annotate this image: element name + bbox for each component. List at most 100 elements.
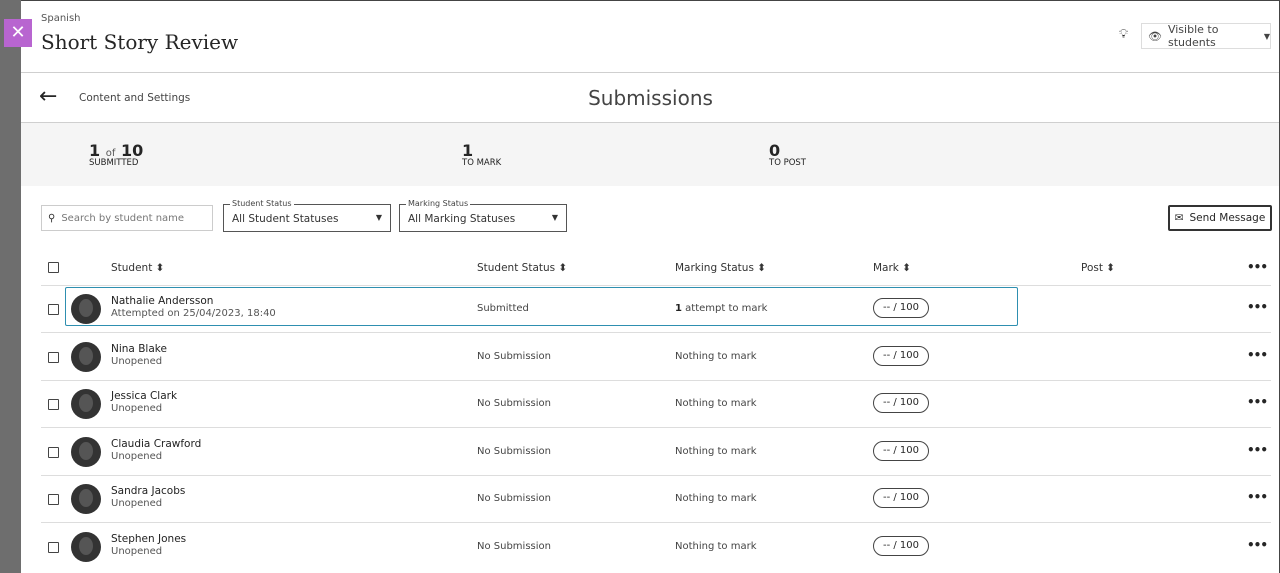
student-name[interactable]: Nathalie Andersson (111, 295, 214, 307)
mark-pill[interactable]: -- / 100 (873, 298, 929, 318)
background-page (0, 0, 21, 573)
student-name[interactable]: Jessica Clark (111, 390, 178, 402)
more-options-icon[interactable]: ••• (1247, 490, 1268, 504)
student-attempt-info: Attempted on 25/04/2023, 18:40 (111, 308, 276, 319)
student-status-select[interactable]: Student Status All Student Statuses ▼ (223, 199, 391, 232)
student-status-label: Student Status (230, 199, 294, 208)
submissions-panel: Spanish Short Story Review 💡︎ 👁︎ Visible… (21, 0, 1280, 573)
visibility-label: Visible to students (1167, 23, 1219, 49)
avatar (71, 294, 101, 324)
more-options-icon[interactable]: ••• (1247, 442, 1268, 457)
eye-icon: 👁︎ (1148, 29, 1162, 43)
marking-status: 1 attempt to mark (675, 303, 768, 314)
marking-status-value: All Marking Statuses (408, 213, 516, 225)
student-name[interactable]: Stephen Jones (111, 532, 187, 545)
back-arrow-icon[interactable]: ← (39, 84, 58, 109)
back-link[interactable]: Content and Settings (79, 92, 191, 104)
student-name[interactable]: Nina Blake (111, 342, 167, 355)
avatar (71, 484, 101, 514)
mark-pill[interactable]: -- / 100 (873, 440, 929, 461)
search-input[interactable]: ⚲ Search by student name (41, 205, 213, 231)
divider (41, 332, 1271, 333)
student-name[interactable]: Sandra Jacobs (111, 485, 186, 497)
stats-bar: 1 of 10 SUBMITTED 1 TO MARK 0 TO POST (21, 123, 1279, 186)
marking-status: Nothing to mark (675, 445, 757, 457)
student-status-value: All Student Statuses (232, 213, 339, 225)
marking-status: Nothing to mark (675, 398, 757, 409)
lightbulb-icon[interactable]: 💡︎ (1119, 27, 1129, 42)
column-mark[interactable]: Mark ⬍ (873, 262, 912, 274)
student-status: Submitted (477, 303, 529, 314)
student-attempt-info: Unopened (111, 403, 163, 414)
column-post[interactable]: Post ⬍ (1081, 262, 1116, 274)
student-attempt-info: Unopened (111, 355, 163, 367)
mark-pill[interactable]: -- / 100 (873, 345, 929, 366)
marking-status: Nothing to mark (675, 350, 757, 362)
marking-status-label: Marking Status (406, 199, 471, 208)
caret-down-icon: ▼ (1263, 31, 1270, 41)
column-marking-status[interactable]: Marking Status ⬍ (675, 262, 767, 274)
student-status: No Submission (477, 493, 551, 504)
stat-to-post: 0 TO POST (769, 141, 806, 168)
divider (41, 474, 1271, 476)
student-status: No Submission (477, 540, 551, 552)
row-checkbox[interactable] (48, 494, 59, 505)
table-row: Claudia Crawford Unopened No Submission … (21, 429, 1280, 476)
more-options-icon[interactable]: ••• (1247, 260, 1268, 274)
divider (41, 427, 1271, 428)
student-attempt-info: Unopened (111, 545, 163, 557)
more-options-icon[interactable]: ••• (1247, 537, 1268, 552)
table-row: Jessica Clark Unopened No Submission Not… (21, 381, 1280, 428)
avatar (71, 341, 101, 372)
student-name[interactable]: Claudia Crawford (111, 437, 202, 450)
row-checkbox[interactable] (48, 446, 59, 458)
mark-pill[interactable]: -- / 100 (873, 535, 929, 556)
select-all-checkbox[interactable] (48, 262, 59, 273)
marking-status: Nothing to mark (675, 493, 757, 504)
marking-status: Nothing to mark (675, 540, 757, 552)
mark-pill[interactable]: -- / 100 (873, 393, 929, 413)
divider (41, 285, 1271, 286)
student-status: No Submission (477, 398, 551, 409)
mark-pill[interactable]: -- / 100 (873, 488, 929, 508)
column-student[interactable]: Student ⬍ (111, 262, 165, 274)
stat-submitted: 1 of 10 SUBMITTED (89, 141, 144, 168)
divider (41, 379, 1271, 381)
student-status: No Submission (477, 445, 551, 457)
table-row: Nathalie Andersson Attempted on 25/04/20… (21, 286, 1280, 333)
envelope-icon: ✉ (1174, 212, 1184, 224)
avatar (71, 389, 101, 419)
search-icon: ⚲ (48, 212, 56, 224)
row-checkbox[interactable] (48, 541, 59, 553)
stat-to-mark: 1 TO MARK (462, 141, 502, 168)
assessment-title: Short Story Review (41, 30, 239, 54)
caret-down-icon: ▼ (551, 213, 558, 222)
student-status: No Submission (477, 350, 551, 362)
caret-down-icon: ▼ (375, 213, 382, 222)
row-checkbox[interactable] (48, 351, 59, 363)
more-options-icon[interactable]: ••• (1247, 300, 1268, 314)
row-focus-outline (65, 287, 1018, 326)
send-message-label: Send Message (1189, 212, 1266, 224)
table-row: Nina Blake Unopened No Submission Nothin… (21, 334, 1280, 381)
panel-header: Spanish Short Story Review 💡︎ 👁︎ Visible… (21, 1, 1279, 73)
table-row: Sandra Jacobs Unopened No Submission Not… (21, 476, 1280, 523)
row-checkbox[interactable] (48, 304, 59, 315)
avatar (71, 531, 101, 562)
send-message-button[interactable]: ✉ Send Message (1168, 205, 1272, 231)
page-title: Submissions (588, 86, 713, 110)
row-checkbox[interactable] (48, 399, 59, 410)
visibility-dropdown[interactable]: 👁︎ Visible to students ▼ (1141, 23, 1271, 49)
avatar (71, 436, 101, 467)
divider (41, 522, 1271, 523)
student-attempt-info: Unopened (111, 450, 163, 462)
marking-status-select[interactable]: Marking Status All Marking Statuses ▼ (399, 199, 567, 232)
close-button[interactable]: ✕ (4, 19, 32, 47)
more-options-icon[interactable]: ••• (1247, 395, 1268, 409)
more-options-icon[interactable]: ••• (1247, 347, 1268, 362)
nav-bar: ← Content and Settings Submissions (21, 73, 1279, 123)
column-student-status[interactable]: Student Status ⬍ (477, 262, 568, 274)
table-row: Stephen Jones Unopened No Submission Not… (21, 524, 1280, 571)
search-placeholder: Search by student name (61, 212, 185, 224)
student-attempt-info: Unopened (111, 498, 163, 509)
